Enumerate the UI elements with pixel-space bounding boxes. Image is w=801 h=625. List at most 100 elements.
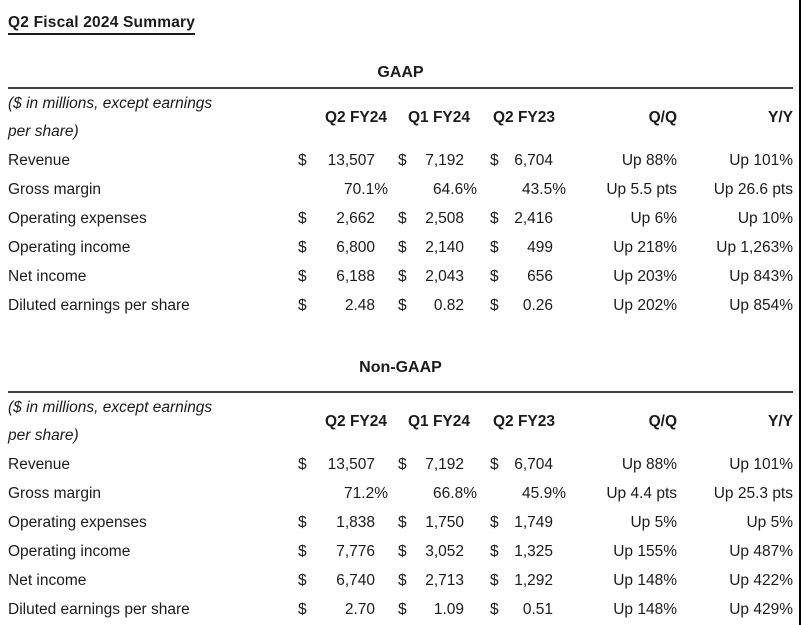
currency-symbol: $ [490,238,499,256]
currency-symbol: $ [298,151,307,169]
q1fy24-cell: $ 2,043 [375,268,464,286]
q1fy24-cell: $ 1,750 [375,514,464,532]
units-note: ($ in millions, except earnings per shar… [8,90,286,146]
yy-change-cell: Up 26.6 pts [713,180,793,198]
cell-value: 6,740 [336,571,375,589]
column-header-yy: Y/Y [768,412,793,430]
table-row: Gross margin 70.1% 64.6% 43.5% Up 5.5 pt… [8,175,793,204]
row-label: Operating expenses [8,513,147,531]
column-header-q2fy24: Q2 FY24 [324,108,387,126]
q1fy24-cell: 66.8% [375,485,477,503]
table-top-rule [8,87,793,89]
cell-value: 13,507 [327,151,375,169]
cell-value: 71.2% [344,484,388,502]
q2fy24-cell: $ 6,740 [286,572,375,590]
row-label: Operating income [8,238,131,256]
units-note-line1: ($ in millions, except earnings [8,94,213,112]
q2fy23-cell: $ 1,292 [464,572,553,590]
column-header-q2fy24: Q2 FY24 [324,412,387,430]
qq-change-cell: Up 6% [630,209,677,227]
q2fy23-cell: $ 1,325 [464,543,553,561]
q1fy24-cell: $ 0.82 [375,297,464,315]
cell-value: 43.5% [522,180,566,198]
currency-symbol: $ [490,151,499,169]
cell-value: 6,704 [514,455,553,473]
table-row: Net income $ 6,740 $ 2,713 $ 1,292 Up 14… [8,566,793,595]
cell-value: 0.26 [522,296,553,314]
q1fy24-cell: $ 2,508 [375,210,464,228]
row-label: Operating expenses [8,209,147,227]
q1fy24-cell: $ 1.09 [375,601,464,619]
yy-change-cell: Up 5% [746,513,793,531]
yy-change-cell: Up 25.3 pts [713,484,793,502]
table-row: Net income $ 6,188 $ 2,043 $ 656 Up 203%… [8,262,793,291]
table-row: Operating expenses $ 1,838 $ 1,750 $ 1,7… [8,508,793,537]
currency-symbol: $ [490,455,499,473]
row-label: Operating income [8,542,131,560]
non-gaap-table-body: Revenue $ 13,507 $ 7,192 $ 6,704 Up 88% … [8,450,793,624]
column-header-q2fy23: Q2 FY23 [492,108,555,126]
cell-value: 1,325 [514,542,553,560]
currency-symbol: $ [398,542,407,560]
cell-value: 7,776 [336,542,375,560]
currency-symbol: $ [298,296,307,314]
row-label: Net income [8,267,87,285]
cell-value: 2.48 [344,296,375,314]
table-row: Diluted earnings per share $ 2.70 $ 1.09… [8,595,793,624]
yy-change-cell: Up 101% [729,455,793,473]
currency-symbol: $ [490,296,499,314]
table-header-row: ($ in millions, except earnings per shar… [8,393,793,450]
q1fy24-cell: 64.6% [375,181,477,199]
qq-change-cell: Up 155% [613,542,677,560]
units-note-line1: ($ in millions, except earnings [8,398,213,416]
non-gaap-section-heading: Non-GAAP [359,359,442,376]
qq-change-cell: Up 203% [613,267,677,285]
yy-change-cell: Up 101% [729,151,793,169]
q2fy23-cell: $ 2,416 [464,210,553,228]
cell-value: 2.70 [344,600,375,618]
q2fy24-cell: $ 13,507 [286,456,375,474]
currency-symbol: $ [490,267,499,285]
row-label: Diluted earnings per share [8,296,190,314]
q2fy24-cell: $ 2.70 [286,601,375,619]
currency-symbol: $ [490,571,499,589]
currency-symbol: $ [298,455,307,473]
row-label: Gross margin [8,180,102,198]
currency-symbol: $ [398,513,407,531]
cell-value: 1,750 [425,513,464,531]
column-header-qq: Q/Q [648,412,677,430]
cell-value: 2,508 [425,209,464,227]
cell-value: 45.9% [522,484,566,502]
gaap-table-body: Revenue $ 13,507 $ 7,192 $ 6,704 Up 88% … [8,146,793,320]
q1fy24-cell: $ 2,140 [375,239,464,257]
row-label: Gross margin [8,484,102,502]
cell-value: 2,043 [425,267,464,285]
qq-change-cell: Up 202% [613,296,677,314]
cell-value: 499 [527,238,553,256]
currency-symbol: $ [298,513,307,531]
currency-symbol: $ [398,151,407,169]
yy-change-cell: Up 487% [729,542,793,560]
q1fy24-cell: $ 7,192 [375,456,464,474]
table-header-row: ($ in millions, except earnings per shar… [8,89,793,146]
cell-value: 656 [527,267,553,285]
gaap-section-heading: GAAP [377,64,424,81]
q2fy24-cell: $ 7,776 [286,543,375,561]
cell-value: 1,838 [336,513,375,531]
q1fy24-cell: $ 7,192 [375,152,464,170]
qq-change-cell: Up 148% [613,600,677,618]
row-label: Net income [8,571,87,589]
qq-change-cell: Up 88% [621,151,677,169]
cell-value: 70.1% [344,180,388,198]
page-title: Q2 Fiscal 2024 Summary [8,14,196,35]
q2fy24-cell: 70.1% [286,181,388,199]
q2fy24-cell: $ 1,838 [286,514,375,532]
currency-symbol: $ [398,238,407,256]
column-header-yy: Y/Y [768,108,793,126]
currency-symbol: $ [298,542,307,560]
currency-symbol: $ [398,267,407,285]
qq-change-cell: Up 5.5 pts [606,180,677,198]
non-gaap-table-section: Non-GAAP ($ in millions, except earnings… [8,358,793,624]
column-header-q1fy24: Q1 FY24 [407,412,470,430]
